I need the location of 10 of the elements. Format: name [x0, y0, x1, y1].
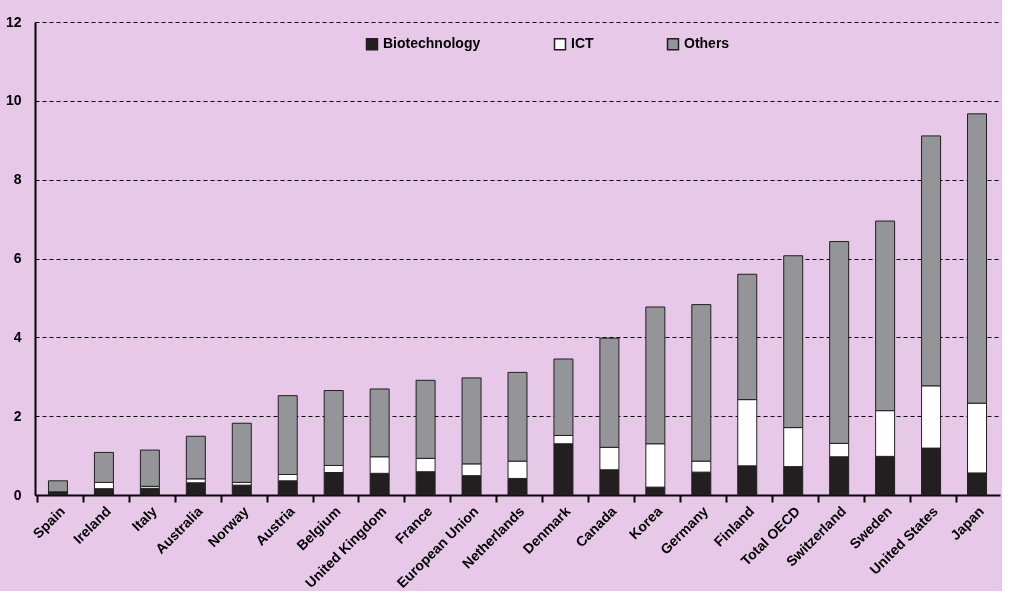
legend-label: ICT — [571, 35, 594, 52]
y-tick-label: 2 — [13, 407, 22, 424]
y-tick-label: 0 — [13, 486, 22, 503]
y-tick-label: 4 — [13, 328, 22, 345]
y-tick-label: 6 — [13, 250, 22, 266]
legend-label: Biotechnology — [383, 35, 481, 52]
legend-label: Others — [684, 35, 730, 52]
y-tick-label: 10 — [5, 92, 22, 109]
y-tick-label: 8 — [13, 171, 22, 188]
y-tick-label: 12 — [5, 13, 22, 30]
